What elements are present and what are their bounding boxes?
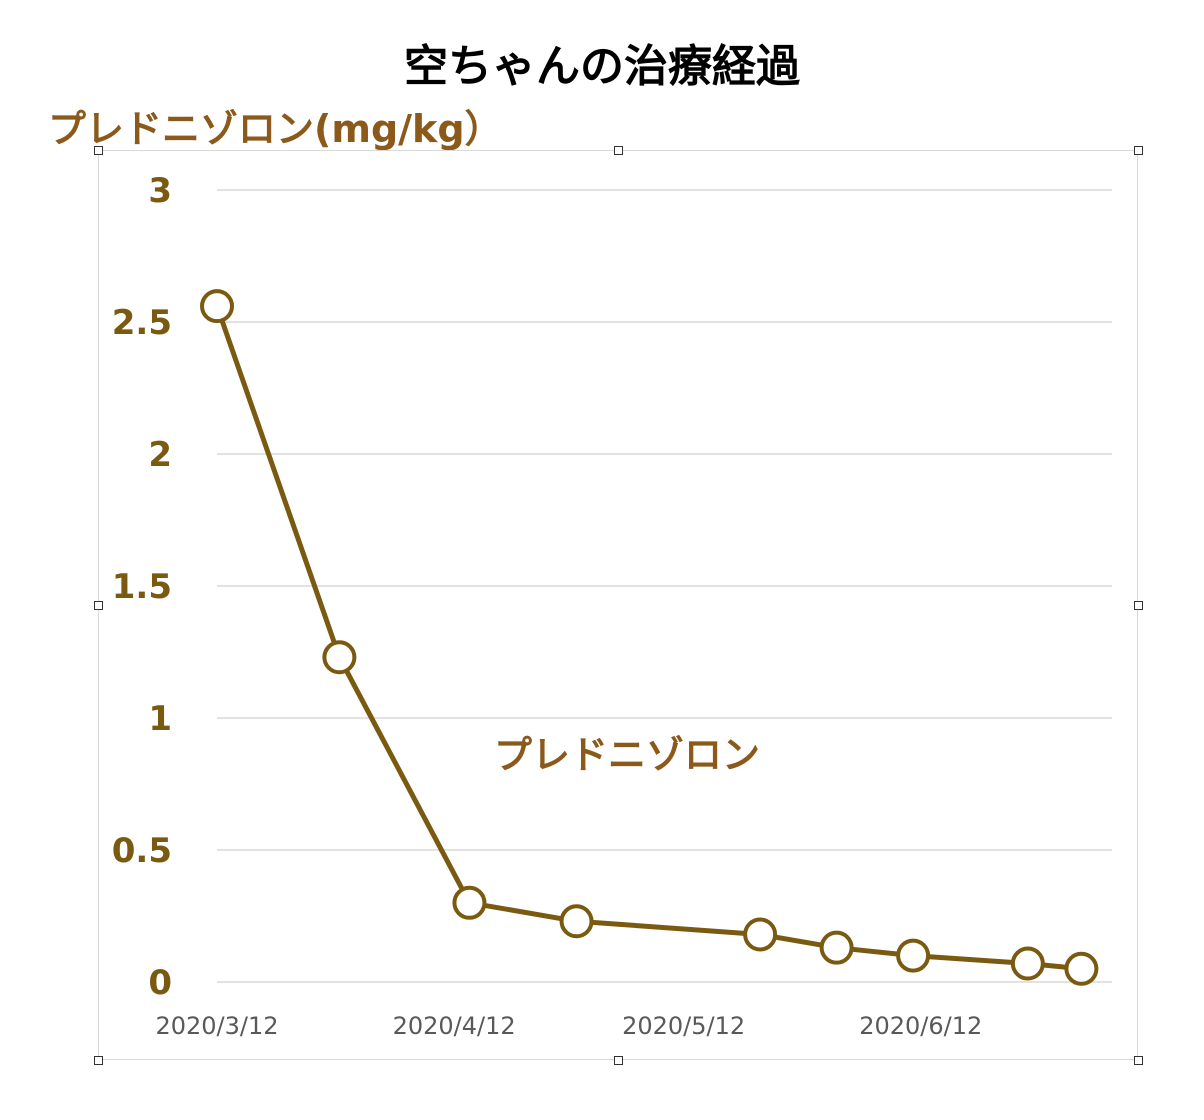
- y-tick-label: 2.5: [112, 303, 172, 343]
- y-tick-label: 0.5: [112, 831, 172, 871]
- resize-handle-middle-left[interactable]: [94, 601, 103, 610]
- x-tick-label: 2020/6/12: [859, 1012, 982, 1040]
- x-tick-label: 2020/4/12: [393, 1012, 516, 1040]
- resize-handle-bottom-right[interactable]: [1134, 1056, 1143, 1065]
- resize-handle-top-left[interactable]: [94, 146, 103, 155]
- data-point[interactable]: [200, 289, 234, 324]
- resize-handle-bottom-left[interactable]: [94, 1056, 103, 1065]
- data-point[interactable]: [1010, 946, 1045, 981]
- y-axis-ticks: 0 0.5 1 1.5 2 2.5 3: [112, 171, 172, 1003]
- chart-title: 空ちゃんの治療経過: [404, 41, 800, 92]
- y-tick-label: 0: [148, 963, 172, 1003]
- y-tick-label: 2: [148, 435, 172, 475]
- series-line: [214, 305, 1082, 972]
- resize-handle-top-center[interactable]: [614, 146, 623, 155]
- resize-handle-middle-right[interactable]: [1134, 601, 1143, 610]
- data-point[interactable]: [322, 640, 357, 675]
- series-group: [200, 289, 1099, 986]
- data-point[interactable]: [452, 885, 487, 920]
- data-point[interactable]: [743, 917, 778, 952]
- resize-handle-bottom-center[interactable]: [614, 1056, 623, 1065]
- data-point[interactable]: [819, 930, 854, 965]
- data-point[interactable]: [1064, 951, 1099, 986]
- series-label: プレドニゾロン: [494, 733, 760, 777]
- x-tick-label: 2020/5/12: [622, 1012, 745, 1040]
- y-axis-title: プレドニゾロン(mg/kg）: [48, 107, 503, 151]
- y-tick-label: 1.5: [112, 567, 172, 607]
- y-tick-label: 3: [148, 171, 172, 211]
- x-axis-ticks: 2020/3/12 2020/4/12 2020/5/12 2020/6/12: [155, 1012, 982, 1040]
- data-point[interactable]: [559, 904, 594, 939]
- data-point[interactable]: [896, 938, 931, 973]
- x-tick-label: 2020/3/12: [155, 1012, 278, 1040]
- gridlines: [217, 189, 1112, 983]
- y-tick-label: 1: [148, 699, 172, 739]
- resize-handle-top-right[interactable]: [1134, 146, 1143, 155]
